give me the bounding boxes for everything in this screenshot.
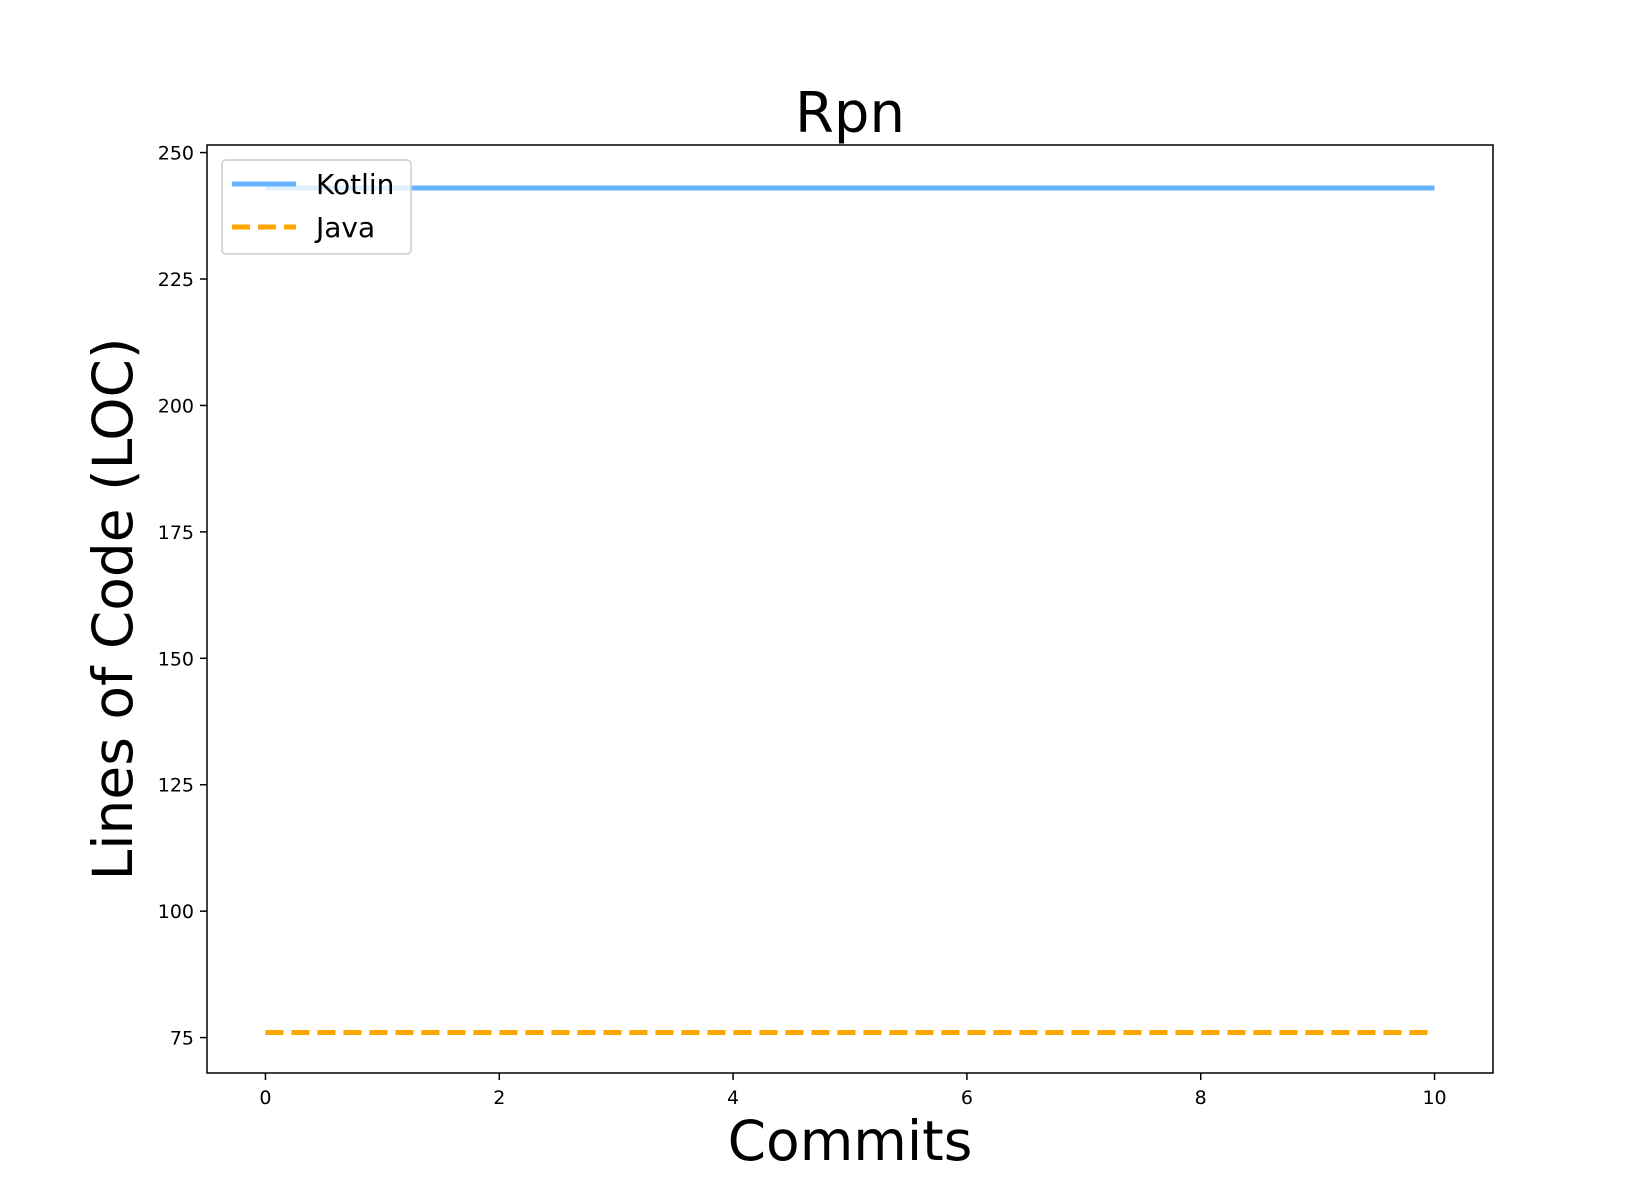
x-tick-label: 6 <box>961 1087 973 1109</box>
y-axis-label: Lines of Code (LOC) <box>81 338 145 881</box>
x-axis-label: Commits <box>728 1109 973 1173</box>
y-tick-label: 150 <box>158 648 194 670</box>
y-tick-label: 125 <box>158 775 194 797</box>
y-tick-label: 225 <box>158 269 194 291</box>
legend: Kotlin Java <box>221 159 412 255</box>
legend-label-kotlin: Kotlin <box>316 168 394 201</box>
legend-label-java: Java <box>314 211 375 244</box>
plot-frame <box>206 144 1494 1074</box>
y-tick-label: 75 <box>170 1028 194 1050</box>
y-tick-label: 200 <box>158 395 194 417</box>
y-axis: 75 100 125 150 175 200 225 250 <box>158 143 207 1050</box>
x-tick-label: 2 <box>493 1087 505 1109</box>
y-tick-label: 100 <box>158 901 194 923</box>
x-axis: 0 2 4 6 8 10 <box>259 1073 1447 1109</box>
chart-title: Rpn <box>795 81 905 146</box>
x-tick-label: 4 <box>727 1087 739 1109</box>
x-tick-label: 8 <box>1195 1087 1207 1109</box>
x-tick-label: 10 <box>1422 1087 1446 1109</box>
x-tick-label: 0 <box>259 1087 271 1109</box>
y-tick-label: 250 <box>158 143 194 165</box>
y-tick-label: 175 <box>158 522 194 544</box>
series-layer <box>265 185 1435 1036</box>
